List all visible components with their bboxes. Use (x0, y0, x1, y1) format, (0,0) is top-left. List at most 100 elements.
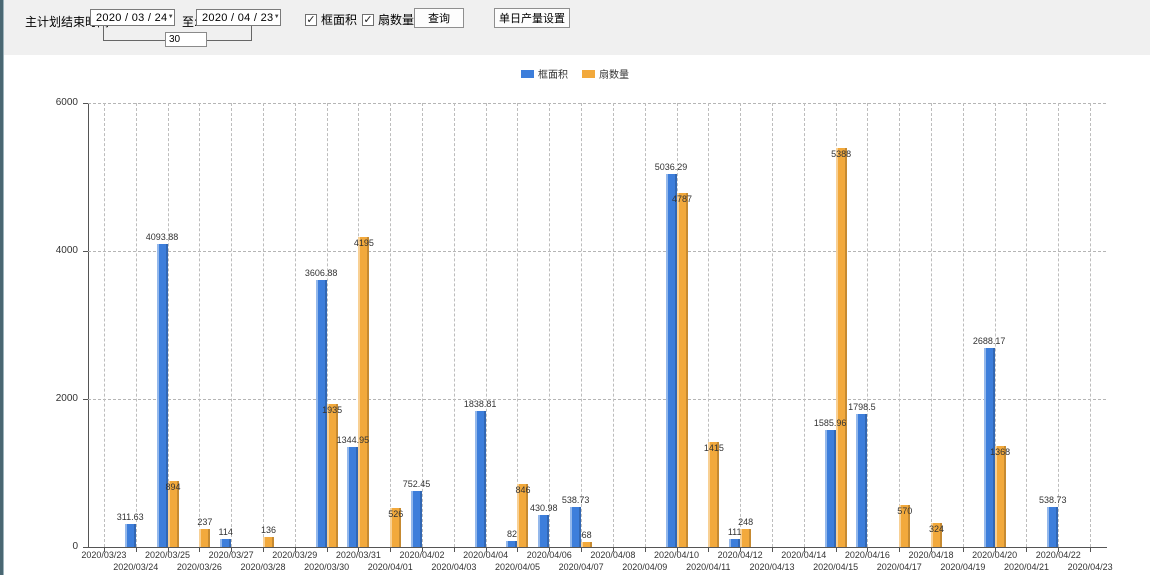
bar-frame-area (570, 507, 582, 547)
gridline-v (644, 103, 646, 547)
bar-value-label: 68 (581, 529, 592, 540)
chart-column: 2020/03/31 1344.95 4195 (336, 103, 381, 560)
x-axis-tick (771, 547, 773, 552)
x-axis-label: 2020/03/23 (81, 550, 127, 560)
chart-column: 2020/04/23 (1068, 103, 1113, 572)
check-mark-icon: ✓ (306, 13, 316, 26)
x-axis-label: 2020/04/01 (367, 562, 413, 572)
x-axis-label: 2020/04/21 (1003, 562, 1049, 572)
bar-frame-area (220, 538, 232, 548)
date-from-picker[interactable]: 2020 / 03 / 24 ▼ (90, 9, 175, 26)
y-axis-tick (83, 399, 88, 400)
legend-label: 框面积 (538, 70, 568, 81)
bar-fan-count (676, 192, 688, 548)
gridline-v (581, 103, 583, 547)
bar-fan-count (199, 529, 211, 547)
x-axis-label: 2020/04/06 (526, 550, 572, 560)
x-axis-label: 2020/03/24 (113, 562, 159, 572)
legend-swatch-icon (521, 69, 534, 78)
bar-fan-count (390, 508, 402, 547)
date-offset-connector-right (202, 26, 252, 41)
chart-legend: 框面积 扇数量 (521, 66, 629, 81)
chart-plot-area: 0 2000 4000 6000 2020/03/23 2020/03/24 311.63 2… (56, 97, 1113, 572)
bar-frame-area (983, 348, 995, 547)
bar-frame-area (506, 540, 518, 548)
gridline-v (771, 103, 773, 547)
chart-column: 2020/04/18 324 (909, 103, 954, 560)
x-axis-label: 2020/03/31 (335, 550, 381, 560)
daily-output-settings-button[interactable]: 单日产量设置 (494, 8, 570, 28)
gridline-v (103, 103, 105, 547)
chart-column: 2020/04/13 (749, 103, 794, 572)
x-axis-tick (199, 547, 201, 552)
chevron-down-icon[interactable]: ▼ (273, 14, 280, 20)
bar-value-label: 1344.95 (336, 435, 370, 446)
chart-column: 2020/04/05 82 846 (495, 103, 540, 572)
legend-item: 框面积 (521, 66, 568, 81)
chart-column: 2020/04/12 111 248 (718, 103, 763, 560)
bar-fan-count (326, 403, 338, 548)
x-axis-label: 2020/04/12 (717, 550, 763, 560)
x-axis-label: 2020/04/18 (908, 550, 954, 560)
bar-value-label: 1415 (703, 443, 724, 454)
day-offset-input[interactable] (165, 32, 207, 47)
chart-column: 2020/04/21 (1004, 103, 1049, 572)
y-axis-label: 4000 (55, 245, 78, 256)
chart-column: 2020/04/19 (940, 103, 985, 572)
x-axis-tick (422, 547, 424, 552)
chart-column: 2020/04/22 538.73 (1036, 103, 1081, 560)
x-axis-line (88, 547, 1107, 548)
x-axis-tick (103, 547, 105, 552)
bar-value-label: 5036.29 (654, 162, 688, 173)
gridline-v (453, 103, 455, 547)
date-to-picker[interactable]: 2020 / 04 / 23 ▼ (196, 9, 281, 26)
chart-column: 2020/04/06 430.98 (527, 103, 572, 560)
x-axis-label: 2020/04/04 (463, 550, 509, 560)
gridline-v (931, 103, 933, 547)
check-mark-icon: ✓ (363, 13, 373, 26)
bar-value-label: 1838.81 (463, 398, 497, 409)
gridline-v (708, 103, 710, 547)
x-axis-tick (294, 547, 296, 552)
checkbox-checked-icon: ✓ (362, 13, 374, 26)
gridline-v (612, 103, 614, 547)
gridline-h (88, 399, 1106, 400)
checkbox-frame-area[interactable]: ✓ 框面积 (305, 11, 357, 28)
bar-value-label: 2688.17 (972, 336, 1006, 347)
bar-fan-count (262, 536, 274, 548)
bar-fan-count (167, 480, 179, 548)
bar-frame-area (124, 523, 136, 548)
bar-value-label: 538.73 (1039, 495, 1067, 506)
x-axis-label: 2020/03/28 (240, 562, 286, 572)
query-button[interactable]: 查询 (414, 8, 464, 28)
x-axis-tick (867, 547, 869, 552)
bar-frame-area (1047, 507, 1059, 547)
bar-value-label: 4195 (353, 237, 374, 248)
bar-frame-area (347, 447, 359, 547)
checkbox-fan-count[interactable]: ✓ 扇数量 (362, 11, 414, 28)
gridline-v (135, 103, 137, 547)
window-edge-strip (0, 0, 3, 575)
x-axis-label: 2020/04/16 (844, 550, 890, 560)
x-axis-tick (549, 547, 551, 552)
checkbox-fan-count-label: 扇数量 (378, 13, 415, 27)
chart-column: 2020/03/29 (272, 103, 317, 560)
gridline-v (390, 103, 392, 547)
gridline-v (740, 103, 742, 547)
legend-label: 扇数量 (599, 70, 629, 81)
x-axis-label: 2020/04/02 (399, 550, 445, 560)
bar-fan-count (899, 504, 911, 548)
gridline-h (88, 103, 1106, 104)
chevron-down-icon[interactable]: ▼ (167, 14, 174, 20)
gridline-v (962, 103, 964, 547)
bar-value-label: 1585.96 (813, 417, 847, 428)
x-axis-label: 2020/04/17 (876, 562, 922, 572)
checkbox-frame-area-label: 框面积 (321, 13, 358, 27)
y-axis-label: 6000 (55, 97, 78, 108)
chart-panel (4, 55, 1150, 575)
x-axis-tick (740, 547, 742, 552)
x-axis-tick (1090, 547, 1092, 552)
bar-value-label: 3606.88 (304, 268, 338, 279)
bar-value-label: 311.63 (116, 511, 144, 522)
bar-value-label: 430.98 (530, 503, 558, 514)
